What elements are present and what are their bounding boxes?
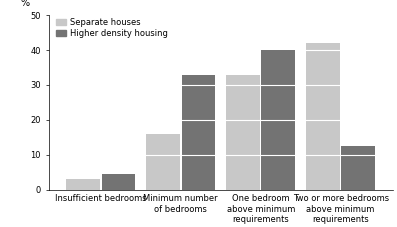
Bar: [181, 74, 215, 190]
Bar: [341, 146, 375, 190]
Bar: [102, 174, 135, 190]
Bar: [66, 179, 100, 190]
Bar: [306, 43, 340, 190]
Y-axis label: %: %: [20, 0, 29, 8]
Bar: [146, 134, 180, 190]
Legend: Separate houses, Higher density housing: Separate houses, Higher density housing: [56, 18, 168, 38]
Bar: [226, 74, 260, 190]
Bar: [262, 50, 295, 190]
